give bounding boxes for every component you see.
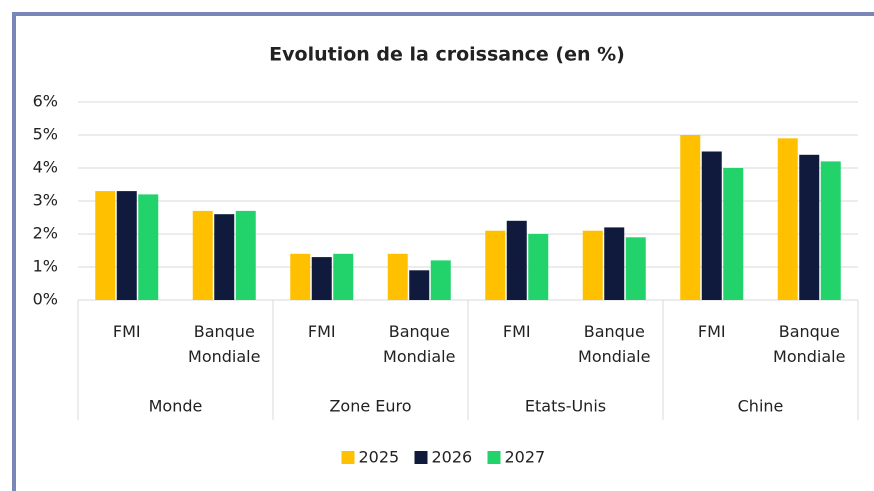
bar xyxy=(723,168,744,300)
y-tick-label: 0% xyxy=(33,290,58,309)
x-tick-label: FMI xyxy=(502,322,531,341)
bar xyxy=(138,194,159,300)
bar xyxy=(290,253,311,300)
x-tick-label: Banque Mondiale xyxy=(773,322,846,366)
bar xyxy=(409,270,430,300)
bar xyxy=(333,253,354,300)
legend-swatch xyxy=(414,451,428,464)
legend-label: 2026 xyxy=(432,448,473,467)
bar xyxy=(777,138,798,300)
legend-label: 2025 xyxy=(359,448,400,467)
legend-swatch xyxy=(341,451,355,464)
group-label: Etats-Unis xyxy=(525,397,606,416)
legend-swatch xyxy=(487,451,501,464)
frame-left xyxy=(12,12,16,491)
bar xyxy=(701,151,722,300)
legend-label: 2027 xyxy=(505,448,546,467)
group-label: Zone Euro xyxy=(329,397,411,416)
bar xyxy=(387,253,408,300)
bar xyxy=(680,135,701,300)
bar xyxy=(582,230,603,300)
bar xyxy=(799,154,820,300)
x-tick-label: Banque Mondiale xyxy=(188,322,261,366)
x-tick-label: FMI xyxy=(307,322,336,341)
bar xyxy=(311,257,332,300)
bar xyxy=(506,220,527,300)
x-tick-label: FMI xyxy=(697,322,726,341)
bar xyxy=(625,237,646,300)
bar xyxy=(485,230,506,300)
bar xyxy=(820,161,841,300)
frame-top xyxy=(12,12,874,16)
group-label: Monde xyxy=(149,397,203,416)
group-label: Chine xyxy=(738,397,784,416)
y-tick-label: 1% xyxy=(33,257,58,276)
bar xyxy=(192,210,213,300)
y-tick-label: 5% xyxy=(33,125,58,144)
bar xyxy=(235,210,256,300)
bar xyxy=(528,234,549,300)
y-tick-label: 3% xyxy=(33,191,58,210)
x-tick-label: FMI xyxy=(112,322,141,341)
bar xyxy=(116,191,137,300)
bar xyxy=(214,214,235,300)
x-tick-label: Banque Mondiale xyxy=(578,322,651,366)
y-tick-label: 2% xyxy=(33,224,58,243)
y-tick-label: 4% xyxy=(33,158,58,177)
bar xyxy=(95,191,116,300)
x-tick-label: Banque Mondiale xyxy=(383,322,456,366)
chart-title: Evolution de la croissance (en %) xyxy=(269,44,625,66)
y-tick-label: 6% xyxy=(33,92,58,111)
bar xyxy=(604,227,625,300)
bar xyxy=(430,260,451,300)
